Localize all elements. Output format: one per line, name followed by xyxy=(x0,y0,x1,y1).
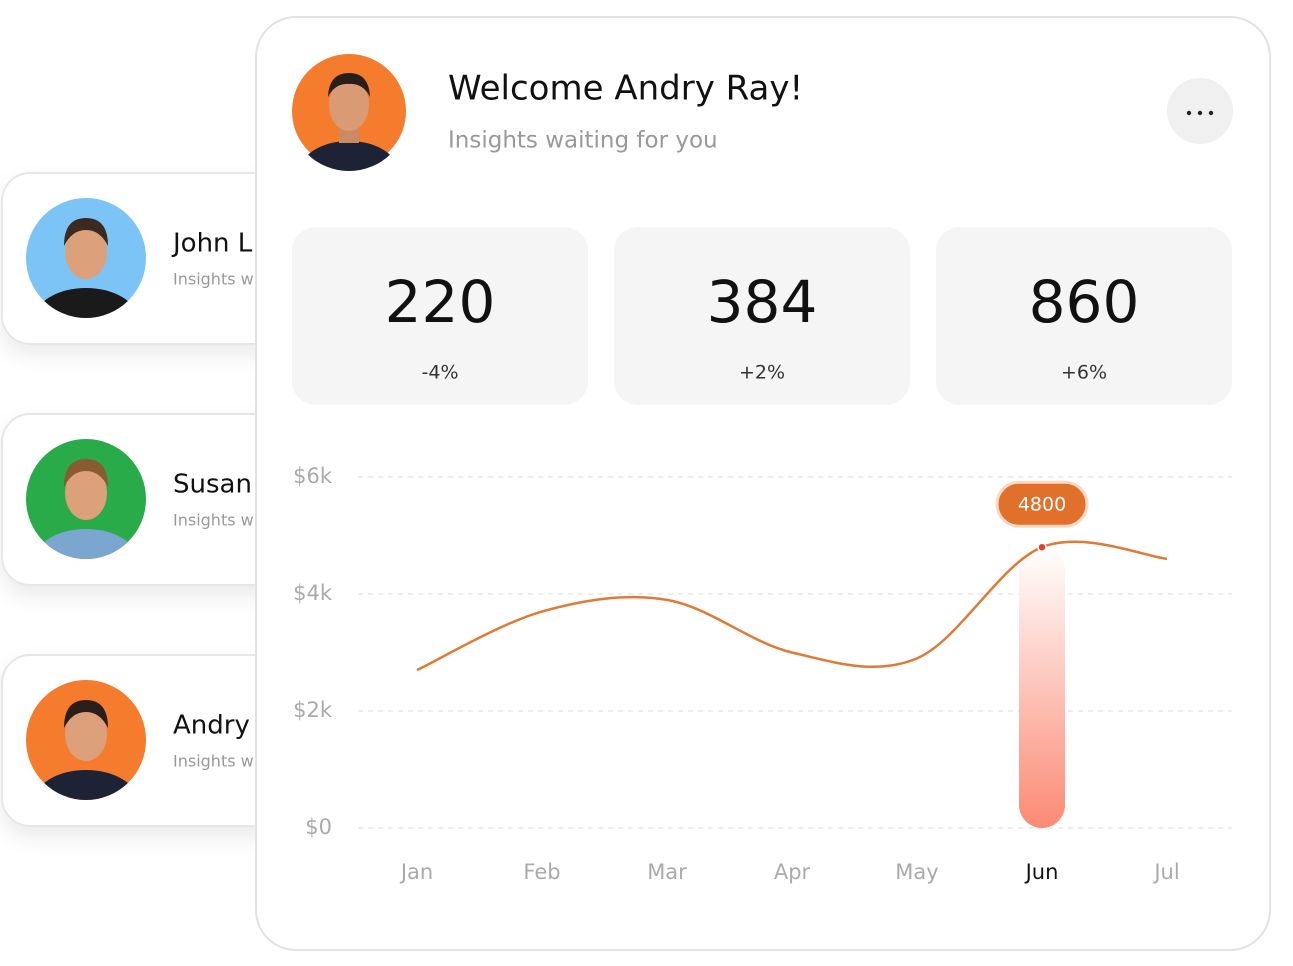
welcome-subtitle: Insights waiting for you xyxy=(448,128,718,154)
x-tick-label: Jul xyxy=(1152,860,1179,884)
stat-change: +2% xyxy=(739,362,785,384)
person-card: Susan Insights w xyxy=(1,413,303,586)
stats: 220 -4% 384 +2% 860 +6% xyxy=(292,227,1232,405)
main-card xyxy=(255,16,1271,951)
shirt xyxy=(34,770,138,800)
x-tick-label: Jan xyxy=(399,860,433,884)
hair xyxy=(64,218,108,246)
face xyxy=(65,225,107,279)
face xyxy=(65,707,107,761)
person-subtitle: Insights w xyxy=(173,752,254,771)
shirt xyxy=(34,288,138,318)
stat-bg xyxy=(614,227,910,405)
avatar xyxy=(26,198,146,318)
avatar xyxy=(292,54,406,171)
avatar xyxy=(26,680,146,800)
y-tick-label: $4k xyxy=(293,581,333,605)
highlight-bar xyxy=(1019,547,1065,828)
person-name: John L xyxy=(171,229,253,259)
person-card: Andry Insights w xyxy=(1,654,303,827)
y-tick-label: $0 xyxy=(305,815,332,839)
tooltip-bg xyxy=(995,480,1089,528)
x-tick-label: Mar xyxy=(647,860,687,884)
x-tick-label: Feb xyxy=(523,860,560,884)
x-tick-label: Jun xyxy=(1024,860,1059,884)
avatar-figure xyxy=(34,700,138,800)
avatar xyxy=(26,439,146,559)
stat-bg xyxy=(292,227,588,405)
menu-button[interactable] xyxy=(1167,78,1233,144)
stat-bg xyxy=(936,227,1232,405)
shirt xyxy=(34,529,138,559)
x-tick-label: Apr xyxy=(774,860,811,884)
hair xyxy=(64,700,108,728)
y-tick-label: $2k xyxy=(293,698,333,722)
welcome-title: Welcome Andry Ray! xyxy=(448,69,803,109)
person-subtitle: Insights w xyxy=(173,511,254,530)
stat-card: 220 -4% xyxy=(292,227,588,405)
highlight-point xyxy=(1037,542,1047,552)
avatar-figure xyxy=(34,459,138,559)
stat-value: 384 xyxy=(707,268,818,336)
y-tick-label: $6k xyxy=(293,464,333,488)
stat-card: 860 +6% xyxy=(936,227,1232,405)
stat-card: 384 +2% xyxy=(614,227,910,405)
avatar-figure xyxy=(34,218,138,318)
person-subtitle: Insights w xyxy=(173,270,254,289)
person-name: Andry xyxy=(173,711,250,741)
stat-change: +6% xyxy=(1061,362,1107,384)
person-card: John L Insights w xyxy=(1,172,303,345)
side-cards: John L Insights w Susan Insights w Andry Insi… xyxy=(1,172,303,827)
chart: $0 $2k $4k $6k Jan Feb Mar Apr May Jun Jul 4800 xyxy=(293,464,1232,884)
face xyxy=(65,466,107,520)
stat-value: 220 xyxy=(385,268,496,336)
x-tick-label: May xyxy=(895,860,938,884)
stat-change: -4% xyxy=(422,362,459,384)
person-name: Susan xyxy=(173,470,252,500)
tooltip-value: 4800 xyxy=(1018,494,1066,516)
stat-value: 860 xyxy=(1029,268,1140,336)
hair xyxy=(64,459,108,487)
